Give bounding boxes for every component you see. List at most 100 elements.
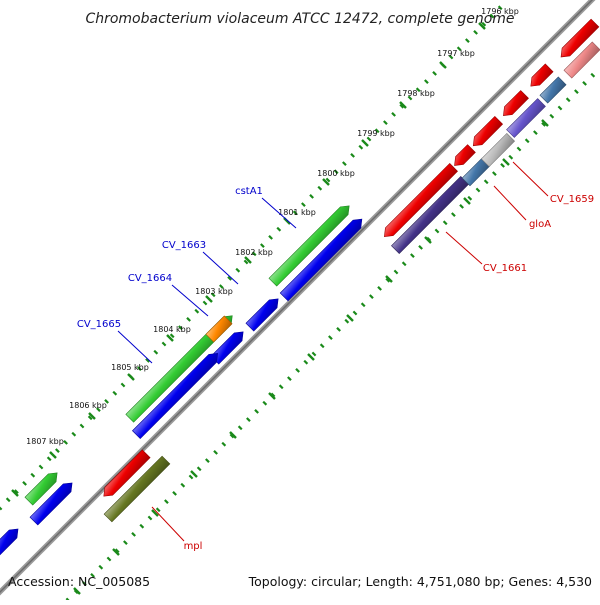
ruler-tick-outer <box>169 333 175 339</box>
ruler-tick-outer <box>55 448 60 453</box>
gene-violet-block[interactable] <box>506 98 546 138</box>
gene-CV-1664[interactable] <box>245 295 282 332</box>
gene-green-outer[interactable] <box>24 469 61 506</box>
ruler-tick-inner <box>352 310 358 316</box>
kbp-label: 1807 kbp <box>26 437 64 446</box>
genome-summary-text: Topology: circular; Length: 4,751,080 bp… <box>248 574 592 589</box>
kbp-label: 1804 kbp <box>153 325 191 334</box>
ruler-tick-inner <box>303 359 309 365</box>
ruler-tick-inner <box>155 507 161 513</box>
gene-green-outer-shape <box>24 472 58 506</box>
reverse-gene-label[interactable]: CV_1661 <box>483 263 527 274</box>
kbp-label: 1806 kbp <box>69 401 107 410</box>
reverse-leader-line <box>151 506 185 542</box>
ruler-tick-inner <box>213 450 218 455</box>
kbp-label: 1797 kbp <box>437 49 475 58</box>
ruler-tick-inner <box>500 163 505 168</box>
ruler-tick-outer <box>317 185 323 191</box>
gene-red-corner[interactable] <box>557 18 600 61</box>
ruler-tick-outer <box>235 267 241 273</box>
ruler-tick-inner <box>254 409 259 414</box>
ruler-tick-inner <box>90 573 95 578</box>
forward-gene-label[interactable]: cstA1 <box>235 186 263 197</box>
ruler-tick-inner <box>467 195 473 201</box>
ruler-major-tick <box>190 470 198 478</box>
ruler-tick-outer <box>243 259 249 265</box>
gene-red-top[interactable] <box>527 63 554 90</box>
gene-CV-1659[interactable] <box>480 132 516 168</box>
ruler-tick-outer <box>71 431 77 437</box>
reverse-gene-label[interactable]: gloA <box>529 219 551 230</box>
forward-gene-label[interactable]: CV_1664 <box>128 273 172 284</box>
ruler-tick-inner <box>188 474 194 480</box>
ruler-tick-outer <box>161 341 167 347</box>
ruler-tick-outer <box>227 276 232 281</box>
ruler-tick-outer <box>96 407 101 412</box>
ruler-tick-outer <box>22 481 27 486</box>
ruler-tick-outer <box>292 210 298 216</box>
ruler-tick-inner <box>246 417 251 422</box>
kbp-label: 1802 kbp <box>235 248 273 257</box>
ruler-tick-inner <box>262 400 268 406</box>
ruler-major-tick <box>205 295 213 303</box>
gene-blue-edge[interactable] <box>0 525 22 558</box>
gene-cstA1[interactable] <box>268 202 353 287</box>
ruler-tick-inner <box>377 286 382 291</box>
kbp-label: 1805 kbp <box>111 363 149 372</box>
ruler-major-tick <box>385 275 393 283</box>
forward-leader-line <box>261 197 297 229</box>
ruler-major-tick <box>229 431 237 439</box>
gene-blue-lower[interactable] <box>29 479 76 526</box>
ruler-major-tick <box>307 353 315 361</box>
ruler-tick-inner <box>139 523 145 529</box>
ruler-tick-outer <box>63 440 68 445</box>
kbp-label: 1803 kbp <box>195 287 233 296</box>
gene-CV-1663[interactable] <box>279 215 366 302</box>
gene-mpl[interactable] <box>100 449 151 500</box>
gene-CV-1661[interactable] <box>380 163 458 240</box>
ruler-tick-inner <box>172 491 177 496</box>
ruler-tick-inner <box>278 384 284 390</box>
forward-gene-label[interactable]: CV_1663 <box>162 240 206 251</box>
gene-olive-block[interactable] <box>103 455 171 523</box>
ruler-tick-outer <box>325 177 331 183</box>
ruler-tick-outer <box>87 415 93 421</box>
gene-blue-inner[interactable] <box>210 328 247 365</box>
ruler-tick-inner <box>270 392 276 398</box>
ruler-tick-inner <box>164 499 169 504</box>
forward-gene-label[interactable]: CV_1665 <box>77 319 121 330</box>
ruler-tick-outer <box>309 194 314 199</box>
ruler-major-tick <box>112 548 120 556</box>
ruler-tick-outer <box>5 497 11 503</box>
ruler-tick-inner <box>180 482 186 488</box>
gene-orange-fragment[interactable] <box>205 315 233 343</box>
ruler-tick-outer <box>407 95 413 101</box>
gene-orange-fragment-shape <box>205 315 233 343</box>
reverse-gene-label[interactable]: mpl <box>184 541 203 552</box>
gene-steel-upper[interactable] <box>539 76 567 104</box>
ruler-tick-inner <box>196 466 202 472</box>
ruler-tick-inner <box>574 89 579 94</box>
ruler-tick-inner <box>319 343 325 349</box>
kbp-label: 1796 kbp <box>481 7 519 16</box>
gene-red-mid[interactable] <box>469 115 504 149</box>
ruler-major-tick <box>88 412 96 420</box>
gene-red-upper[interactable] <box>500 90 529 120</box>
ruler-tick-outer <box>301 202 306 207</box>
reverse-gene-label[interactable]: CV_1659 <box>550 194 594 205</box>
gene-pink-corner[interactable] <box>563 41 600 79</box>
ruler-tick-outer <box>383 120 388 125</box>
ruler-tick-outer <box>104 399 109 404</box>
ruler-tick-outer <box>448 54 454 60</box>
ruler-major-tick <box>268 392 276 400</box>
ruler-major-tick <box>244 256 252 264</box>
gene-blue-long[interactable] <box>132 349 221 439</box>
ruler-tick-inner <box>442 220 448 226</box>
reverse-leader-line <box>445 231 483 265</box>
ruler-tick-inner <box>524 138 530 144</box>
ruler-tick-outer <box>489 13 495 19</box>
gene-red-small[interactable] <box>451 144 476 170</box>
ruler-tick-outer <box>342 161 347 166</box>
ruler-tick-inner <box>123 540 128 545</box>
ruler-tick-outer <box>260 243 265 248</box>
